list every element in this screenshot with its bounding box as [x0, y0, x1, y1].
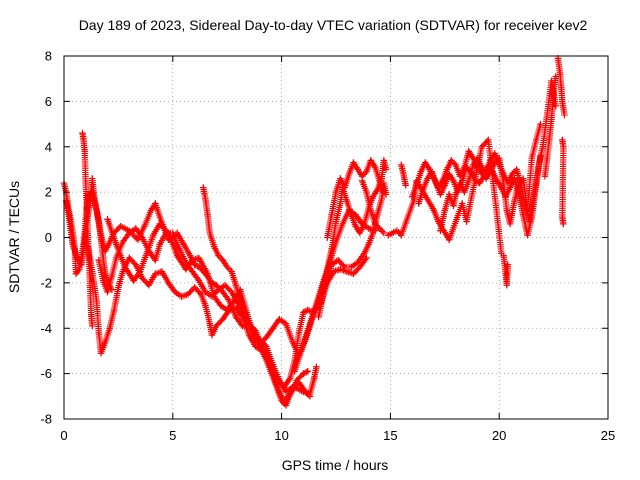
series-tracks-l: [398, 161, 409, 189]
y-tick-label: -4: [40, 321, 52, 336]
track-markers: [500, 252, 512, 289]
y-tick-label: 8: [45, 49, 52, 64]
x-axis-label: GPS time / hours: [282, 457, 389, 473]
track-markers: [398, 161, 409, 189]
series-tracks-k: [358, 177, 388, 237]
x-tick-label: 15: [383, 428, 397, 443]
series-tracks-j: [79, 129, 96, 330]
y-tick-label: 6: [45, 94, 52, 109]
series-tracks-t: [385, 136, 505, 257]
track-markers: [79, 129, 96, 330]
y-tick-label: -2: [40, 275, 52, 290]
track-markers: [358, 177, 388, 237]
series-tracks-s: [559, 136, 567, 228]
x-tick-label: 5: [169, 428, 176, 443]
track-markers: [554, 55, 568, 119]
x-tick-label: 10: [274, 428, 288, 443]
track-markers: [385, 136, 505, 257]
y-tick-label: -8: [40, 412, 52, 427]
series-tracks-h: [324, 157, 388, 241]
track-markers: [559, 136, 567, 228]
x-tick-label: 25: [601, 428, 615, 443]
track-markers: [437, 120, 544, 234]
series-tracks-o: [437, 120, 544, 234]
data-points: [60, 55, 568, 409]
series-tracks-r: [554, 55, 568, 119]
series-tracks-e: [200, 184, 314, 400]
x-tick-label: 20: [492, 428, 506, 443]
y-tick-label: -6: [40, 366, 52, 381]
axes: 0 5 10 15 20 25 -8 -6 -4 -2 0 2 4 6 8: [40, 49, 615, 444]
y-tick-label: 2: [45, 185, 52, 200]
y-axis-label: SDTVAR / TECUs: [6, 181, 22, 293]
track-markers: [541, 73, 559, 180]
track-markers: [63, 175, 116, 293]
track-markers: [324, 157, 388, 241]
series-tracks-g: [315, 179, 390, 321]
chart-title: Day 189 of 2023, Sidereal Day-to-day VTE…: [79, 17, 588, 33]
track-markers: [200, 184, 314, 400]
y-tick-label: 0: [45, 230, 52, 245]
x-tick-label: 0: [60, 428, 67, 443]
y-tick-label: 4: [45, 139, 52, 154]
series-tracks-q: [541, 73, 559, 180]
